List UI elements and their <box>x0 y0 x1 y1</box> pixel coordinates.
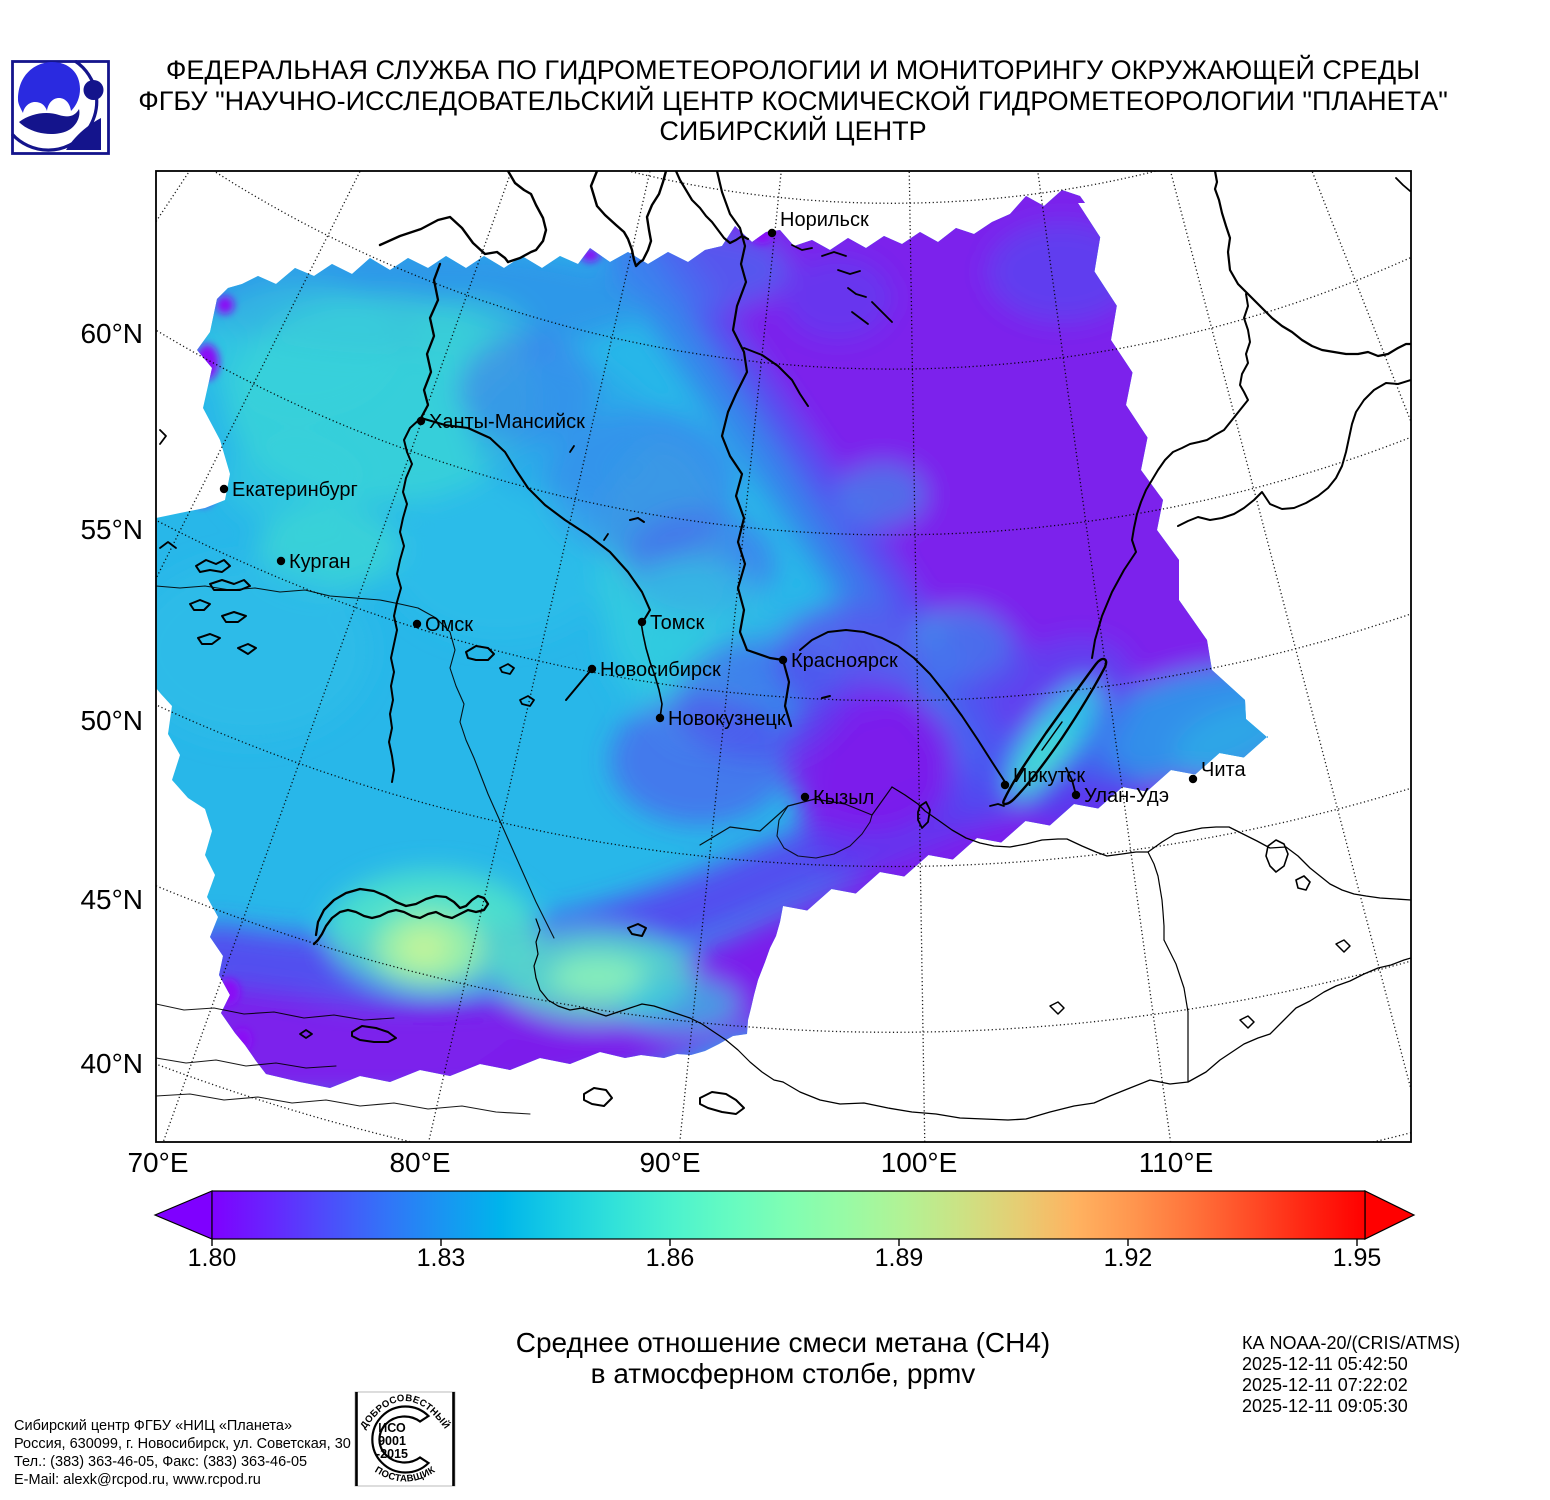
svg-text:Курган: Курган <box>289 551 351 573</box>
svg-text:Новокузнецк: Новокузнецк <box>668 708 786 730</box>
svg-text:Кызыл: Кызыл <box>813 787 874 809</box>
svg-text:55°N: 55°N <box>80 514 143 545</box>
svg-text:50°N: 50°N <box>80 705 143 736</box>
svg-text:1.83: 1.83 <box>417 1244 466 1272</box>
svg-text:1.95: 1.95 <box>1333 1244 1382 1272</box>
svg-text:Улан-Удэ: Улан-Удэ <box>1084 785 1169 807</box>
svg-text:60°N: 60°N <box>80 318 143 349</box>
svg-text:-2015: -2015 <box>376 1447 408 1461</box>
svg-text:45°N: 45°N <box>80 884 143 915</box>
svg-text:80°E: 80°E <box>389 1147 450 1178</box>
svg-text:Омск: Омск <box>425 614 473 636</box>
svg-text:Красноярск: Красноярск <box>791 650 898 672</box>
svg-text:Чита: Чита <box>1201 759 1246 781</box>
svg-text:Новосибирск: Новосибирск <box>600 659 721 681</box>
svg-text:110°E: 110°E <box>1139 1147 1214 1178</box>
svg-text:Екатеринбург: Екатеринбург <box>232 479 358 501</box>
svg-text:90°E: 90°E <box>639 1147 700 1178</box>
svg-text:1.86: 1.86 <box>646 1244 695 1272</box>
svg-text:1.92: 1.92 <box>1104 1244 1153 1272</box>
svg-text:Томск: Томск <box>650 612 705 634</box>
svg-text:Иркутск: Иркутск <box>1013 765 1085 787</box>
svg-text:Ханты-Мансийск: Ханты-Мансийск <box>429 411 585 433</box>
svg-text:100°E: 100°E <box>881 1147 958 1178</box>
svg-text:1.80: 1.80 <box>188 1244 237 1272</box>
svg-text:1.89: 1.89 <box>875 1244 924 1272</box>
svg-text:9001: 9001 <box>378 1434 406 1448</box>
svg-text:Норильск: Норильск <box>780 209 869 231</box>
svg-text:40°N: 40°N <box>80 1048 143 1079</box>
svg-text:70°E: 70°E <box>127 1147 188 1178</box>
